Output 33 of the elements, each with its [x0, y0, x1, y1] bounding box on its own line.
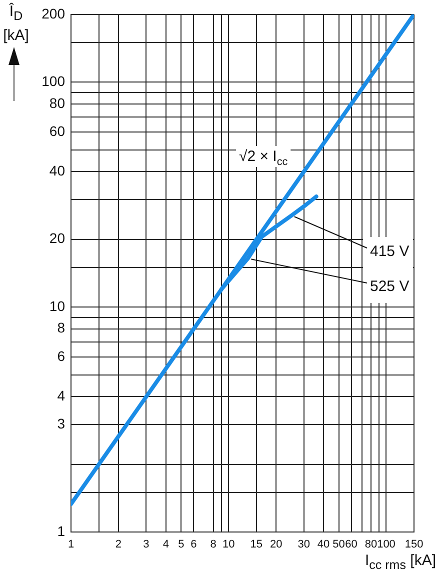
x-tick-label: 40: [317, 538, 330, 551]
x-tick-label: 150: [404, 538, 424, 551]
x-tick-label: 8: [210, 538, 216, 551]
y-tick-label: 1: [57, 522, 66, 539]
x-tick-label: 6: [190, 538, 197, 551]
y-tick-label: 20: [49, 230, 66, 246]
x-axis-title: I$_{cc rms}$ [kA]: [365, 552, 436, 572]
y-tick-label: 80: [49, 94, 66, 111]
y-tick-label: 6: [57, 348, 66, 364]
x-tick-label: 30: [298, 538, 310, 551]
x-tick-label: 50: [332, 538, 345, 551]
y-tick-label: 40: [49, 162, 66, 178]
y-tick-label: 200: [42, 5, 66, 22]
y-tick-label: 60: [49, 122, 66, 139]
x-tick-label: 3: [143, 538, 150, 551]
x-tick-label: 15: [250, 538, 263, 551]
x-tick-label: 80: [364, 538, 378, 551]
y-tick-label: 4: [57, 387, 66, 404]
y-tick-label: 10: [49, 298, 66, 314]
x-tick-label: 2: [115, 538, 122, 551]
y-tick-label: 8: [57, 320, 66, 336]
x-tick-label: 10: [222, 538, 235, 551]
y-axis-title: Î$_{D}$ [kA]: [2, 2, 30, 45]
text: 415 V: [370, 243, 410, 260]
y-tick-label: 3: [57, 416, 66, 432]
x-tick-label: 4: [162, 538, 169, 551]
x-tick-label: 1: [68, 538, 74, 551]
annotation: 525 V: [370, 278, 410, 295]
x-tick-label: 5: [178, 538, 184, 551]
y-tick-label: 100: [42, 72, 66, 89]
x-tick-label: 100: [377, 538, 396, 551]
x-tick-label: 60: [345, 538, 358, 551]
x-tick-label: 20: [270, 538, 282, 551]
